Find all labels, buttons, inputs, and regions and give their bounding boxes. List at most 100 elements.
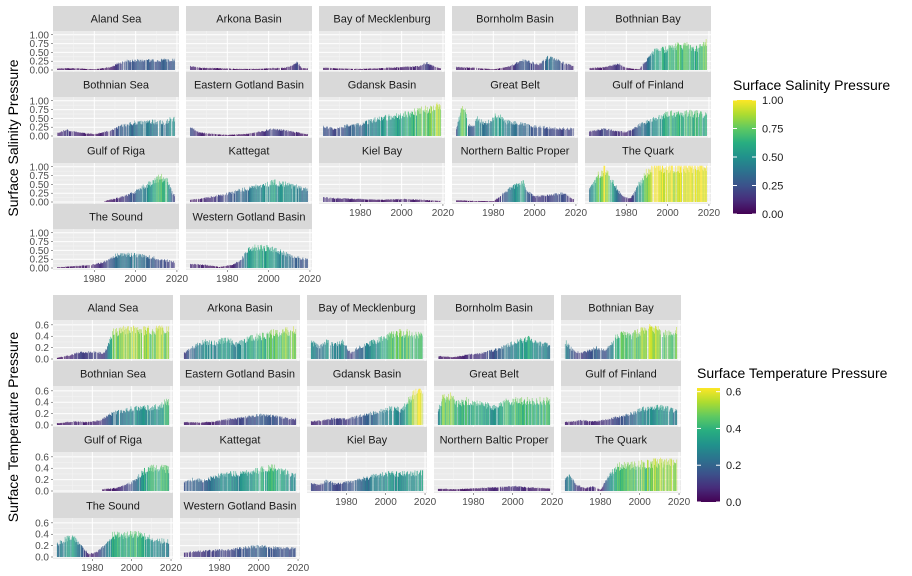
bar xyxy=(393,334,394,359)
bar xyxy=(500,118,502,136)
bar xyxy=(150,186,151,202)
bar xyxy=(525,61,527,70)
bar xyxy=(173,58,175,70)
bar xyxy=(258,68,259,70)
bar xyxy=(288,254,290,268)
bar xyxy=(653,118,655,136)
bar xyxy=(238,190,239,202)
bar xyxy=(293,186,294,202)
bar xyxy=(560,192,561,202)
bar xyxy=(251,188,252,202)
bar xyxy=(704,115,706,136)
bar xyxy=(528,193,530,202)
bar xyxy=(678,172,680,202)
bar xyxy=(331,127,333,136)
bar xyxy=(119,255,120,268)
bar xyxy=(204,264,205,268)
bar xyxy=(444,356,446,359)
bar xyxy=(273,184,274,202)
bar xyxy=(654,48,655,70)
bar xyxy=(301,190,303,202)
bar xyxy=(682,112,684,136)
bar xyxy=(456,200,457,202)
bar xyxy=(611,66,613,70)
bar xyxy=(435,67,436,70)
bar xyxy=(110,339,112,359)
bar xyxy=(559,128,561,136)
bar xyxy=(111,258,112,268)
bar xyxy=(700,44,701,70)
bar xyxy=(97,263,98,268)
bar xyxy=(419,199,420,202)
bar xyxy=(164,259,166,268)
bar xyxy=(133,326,135,359)
bar xyxy=(402,116,404,136)
bar xyxy=(227,68,228,70)
bar xyxy=(597,171,599,202)
panel-strip xyxy=(452,138,578,163)
bar xyxy=(472,67,473,70)
bar xyxy=(129,253,130,268)
bar xyxy=(623,131,625,136)
bar xyxy=(245,133,247,136)
bar xyxy=(74,68,75,70)
bar xyxy=(92,69,93,70)
bar xyxy=(138,407,140,425)
bar xyxy=(68,422,69,425)
bar xyxy=(397,199,398,202)
bar xyxy=(646,331,648,359)
bar xyxy=(471,201,472,202)
bar xyxy=(693,48,694,70)
bar xyxy=(623,197,624,202)
bar xyxy=(459,200,461,202)
y-tick-label: 0.50 xyxy=(30,246,50,257)
bar xyxy=(209,133,210,136)
bar xyxy=(138,330,140,359)
bar xyxy=(124,62,125,70)
bar xyxy=(688,113,690,136)
bar xyxy=(208,342,210,359)
bar xyxy=(341,126,342,136)
bar xyxy=(62,267,63,268)
bar xyxy=(257,185,259,202)
bar xyxy=(262,68,263,70)
bar xyxy=(283,129,284,136)
bar xyxy=(499,118,501,136)
bar xyxy=(498,349,499,359)
bar xyxy=(676,42,678,70)
bar xyxy=(472,127,474,136)
bar xyxy=(635,191,636,202)
bar xyxy=(663,332,665,359)
bar xyxy=(700,165,702,202)
bar xyxy=(75,353,76,359)
bar xyxy=(690,167,691,202)
bar xyxy=(566,194,568,202)
bar xyxy=(506,67,508,70)
bar xyxy=(342,339,343,359)
panel-strip xyxy=(186,6,312,31)
bar xyxy=(348,68,349,70)
bar xyxy=(108,67,110,70)
bar xyxy=(485,68,487,70)
bar xyxy=(390,67,391,70)
bar xyxy=(109,338,111,359)
bar xyxy=(124,254,125,268)
bar xyxy=(503,67,504,70)
bar xyxy=(594,130,596,136)
bar xyxy=(554,59,556,70)
bar xyxy=(272,129,274,136)
bar xyxy=(151,59,153,70)
bar xyxy=(294,186,295,202)
bar xyxy=(605,128,606,136)
bar xyxy=(609,345,610,359)
bar xyxy=(398,329,400,359)
bar xyxy=(460,67,461,70)
bar xyxy=(514,64,515,70)
bar xyxy=(254,185,256,202)
bar xyxy=(59,357,61,359)
bar xyxy=(618,337,620,359)
bar xyxy=(358,125,360,136)
bar xyxy=(244,188,246,202)
bar xyxy=(652,327,654,359)
